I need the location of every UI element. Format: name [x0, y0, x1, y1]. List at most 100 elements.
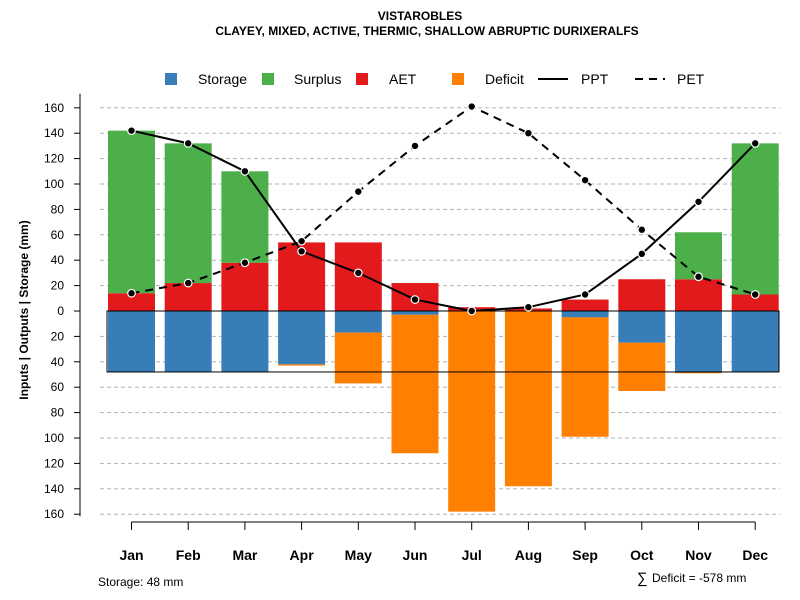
- bar-aet: [731, 294, 779, 311]
- point-pet: [410, 141, 420, 151]
- x-tick-label: Nov: [685, 547, 712, 563]
- y-axis-label: Inputs | Outputs | Storage (mm): [17, 220, 31, 399]
- y-tick-label: 0: [57, 304, 64, 318]
- y-tick-label: 120: [44, 152, 64, 166]
- x-tick-label: Aug: [515, 547, 542, 563]
- bar-deficit: [675, 371, 722, 374]
- chart-title: VISTAROBLES: [378, 9, 462, 23]
- y-tick-label: 140: [44, 126, 64, 140]
- point-ppt: [580, 290, 590, 299]
- point-ppt: [694, 197, 703, 207]
- legend-swatch-surplus: [262, 73, 274, 85]
- storage-capacity-box: [106, 310, 780, 373]
- storage-footer: Storage: 48 mm: [98, 575, 183, 589]
- bar-aet: [618, 279, 666, 311]
- y-tick-label: 120: [44, 456, 64, 470]
- y-tick-label: 60: [51, 228, 65, 242]
- bar-aet: [164, 283, 212, 311]
- point-pet: [183, 278, 193, 288]
- x-tick-label: Apr: [290, 547, 315, 563]
- bar-deficit: [334, 332, 382, 384]
- bar-surplus: [675, 232, 722, 280]
- point-ppt: [240, 166, 250, 176]
- bar-storage: [278, 311, 326, 365]
- bar-surplus: [108, 130, 155, 294]
- legend-label-ppt: PPT: [581, 71, 609, 87]
- x-tick-label: Sep: [572, 547, 598, 563]
- bar-deficit: [448, 311, 496, 512]
- legend-label-surplus: Surplus: [294, 71, 341, 87]
- line-pet: [131, 105, 756, 296]
- bar-storage: [334, 311, 382, 333]
- legend-swatch-aet: [356, 73, 368, 85]
- point-ppt: [353, 268, 363, 278]
- point-pet: [297, 236, 307, 246]
- point-pet: [127, 288, 136, 298]
- bar-surplus: [164, 143, 212, 284]
- y-tick-label: 80: [51, 202, 65, 216]
- bar-deficit: [561, 317, 609, 437]
- bar-storage: [675, 311, 722, 372]
- legend-label-pet: PET: [677, 71, 705, 87]
- point-pet: [353, 187, 363, 197]
- gridlines: [100, 107, 780, 515]
- y-tick-label: 40: [51, 355, 65, 369]
- bar-surplus: [221, 171, 269, 263]
- bar-storage: [221, 311, 269, 372]
- point-ppt: [410, 295, 420, 304]
- bar-storage: [561, 311, 609, 318]
- bar-storage: [164, 311, 212, 372]
- lines-layer: [127, 102, 760, 316]
- bar-storage: [108, 311, 155, 372]
- chart-subtitle: CLAYEY, MIXED, ACTIVE, THERMIC, SHALLOW …: [215, 24, 638, 38]
- point-pet: [467, 102, 477, 111]
- deficit-footer: Deficit = -578 mm: [652, 571, 746, 585]
- y-tick-label: 100: [44, 431, 64, 445]
- y-tick-label: 60: [51, 380, 65, 394]
- y-tick-label: 20: [51, 279, 65, 293]
- legend: Storage Surplus AET Deficit PPT PET: [165, 71, 705, 87]
- bar-deficit: [504, 311, 552, 487]
- x-tick-label: May: [345, 547, 372, 563]
- bar-aet: [561, 299, 609, 311]
- legend-swatch-storage: [165, 73, 177, 85]
- point-ppt: [297, 246, 307, 256]
- x-tick-label: Dec: [742, 547, 768, 563]
- point-pet: [694, 272, 703, 282]
- point-ppt: [127, 126, 136, 136]
- axes-layer: 160 140 120 100 80 60 40 20 0 20 40 60 80 100 120 140 16…: [44, 93, 768, 563]
- point-ppt: [183, 138, 193, 148]
- bar-aet: [221, 262, 269, 311]
- point-ppt: [750, 138, 760, 148]
- x-tick-label: Oct: [630, 547, 654, 563]
- y-tick-label: 40: [51, 253, 65, 267]
- y-tick-label: 160: [44, 101, 64, 115]
- bar-surplus: [731, 143, 779, 295]
- x-tick-label: Mar: [232, 547, 257, 563]
- point-pet: [240, 258, 250, 268]
- x-tick-label: Feb: [176, 547, 201, 563]
- bar-deficit: [618, 342, 666, 392]
- bar-storage: [391, 311, 439, 315]
- legend-label-deficit: Deficit: [485, 71, 524, 87]
- y-tick-label: 80: [51, 406, 65, 420]
- line-ppt: [131, 129, 756, 313]
- bar-aet: [108, 293, 155, 311]
- y-tick-label: 140: [44, 482, 64, 496]
- sum-icon: ∑: [637, 570, 648, 587]
- bar-storage: [731, 311, 779, 372]
- y-tick-label: 160: [44, 507, 64, 521]
- bar-deficit: [391, 314, 439, 454]
- point-pet: [580, 175, 590, 185]
- point-pet: [524, 128, 533, 138]
- bar-deficit: [278, 364, 326, 366]
- bars-layer: [106, 130, 780, 512]
- point-ppt: [524, 302, 533, 312]
- point-ppt: [467, 306, 477, 316]
- legend-label-storage: Storage: [198, 71, 247, 87]
- bar-storage: [618, 311, 666, 343]
- bar-aet: [675, 279, 722, 311]
- legend-label-aet: AET: [389, 71, 417, 87]
- point-pet: [637, 225, 647, 235]
